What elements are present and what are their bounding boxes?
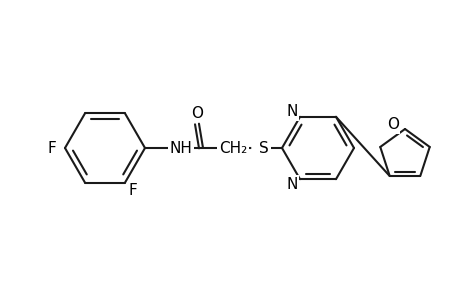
Text: O: O bbox=[386, 118, 398, 133]
Text: N: N bbox=[285, 177, 297, 192]
Text: O: O bbox=[190, 106, 202, 121]
Text: CH₂: CH₂ bbox=[218, 140, 246, 155]
Text: F: F bbox=[48, 140, 56, 155]
Text: NH: NH bbox=[169, 140, 192, 155]
Text: N: N bbox=[285, 104, 297, 119]
Text: S: S bbox=[258, 140, 269, 155]
Text: F: F bbox=[129, 183, 137, 198]
